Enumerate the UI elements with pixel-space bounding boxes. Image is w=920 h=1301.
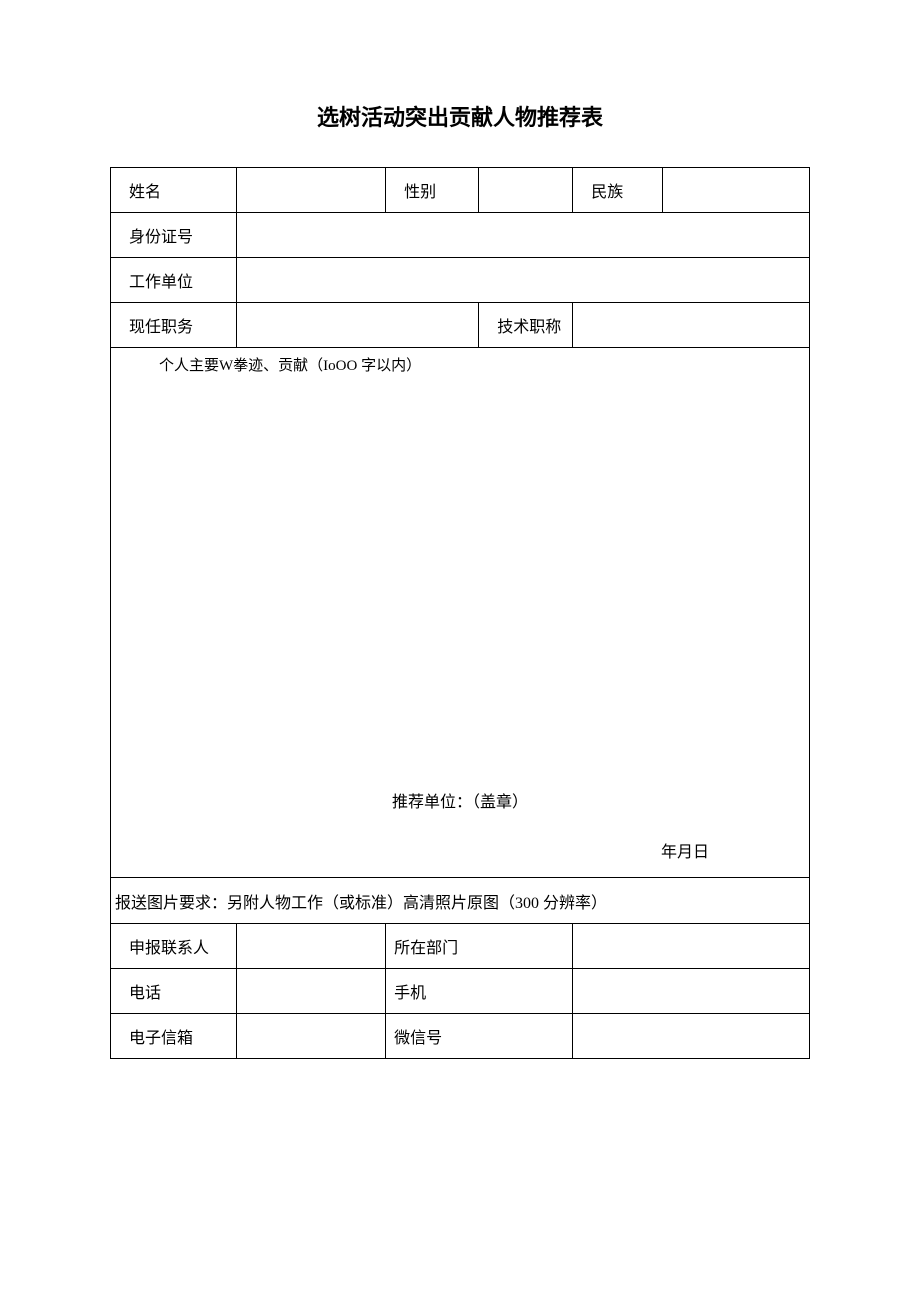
phone-label: 电话: [111, 969, 237, 1014]
table-row: 身份证号: [111, 213, 810, 258]
table-row: 报送图片要求：另附人物工作（或标准）高清照片原图（300 分辨率）: [111, 878, 810, 924]
id-label: 身份证号: [111, 213, 237, 258]
tech-title-value[interactable]: [573, 303, 810, 348]
mobile-value[interactable]: [573, 969, 810, 1014]
table-row: 工作单位: [111, 258, 810, 303]
name-label: 姓名: [111, 168, 237, 213]
name-value[interactable]: [237, 168, 386, 213]
page-title: 选树活动突出贡献人物推荐表: [110, 100, 810, 132]
recommend-unit-line: 推荐单位：（盖章）: [111, 788, 809, 812]
applicant-value[interactable]: [237, 924, 386, 969]
mobile-label: 手机: [386, 969, 573, 1014]
table-row: 电子信箱 微信号: [111, 1014, 810, 1059]
email-value[interactable]: [237, 1014, 386, 1059]
dept-value[interactable]: [573, 924, 810, 969]
table-row: 申报联系人 所在部门: [111, 924, 810, 969]
ethnic-value[interactable]: [663, 168, 810, 213]
table-row: 现任职务 技术职称: [111, 303, 810, 348]
table-row: 电话 手机: [111, 969, 810, 1014]
dept-label: 所在部门: [386, 924, 573, 969]
ethnic-label: 民族: [573, 168, 663, 213]
description-header: 个人主要W拳迹、贡献（IoOO 字以内）: [123, 354, 797, 375]
table-row: 姓名 性别 民族: [111, 168, 810, 213]
applicant-label: 申报联系人: [111, 924, 237, 969]
position-label: 现任职务: [111, 303, 237, 348]
recommendation-form-table: 姓名 性别 民族 身份证号 工作单位 现任职务 技术职称 个人主要W拳迹、贡献（…: [110, 167, 810, 1059]
phone-value[interactable]: [237, 969, 386, 1014]
work-unit-label: 工作单位: [111, 258, 237, 303]
wechat-value[interactable]: [573, 1014, 810, 1059]
position-value[interactable]: [237, 303, 479, 348]
email-label: 电子信箱: [111, 1014, 237, 1059]
gender-value[interactable]: [479, 168, 573, 213]
table-row: 个人主要W拳迹、贡献（IoOO 字以内） 推荐单位：（盖章） 年月日: [111, 348, 810, 878]
date-line: 年月日: [661, 838, 709, 862]
tech-title-label: 技术职称: [479, 303, 573, 348]
id-value[interactable]: [237, 213, 810, 258]
photo-requirement: 报送图片要求：另附人物工作（或标准）高清照片原图（300 分辨率）: [111, 878, 810, 924]
wechat-label: 微信号: [386, 1014, 573, 1059]
description-cell[interactable]: 个人主要W拳迹、贡献（IoOO 字以内） 推荐单位：（盖章） 年月日: [111, 348, 810, 878]
work-unit-value[interactable]: [237, 258, 810, 303]
gender-label: 性别: [386, 168, 479, 213]
